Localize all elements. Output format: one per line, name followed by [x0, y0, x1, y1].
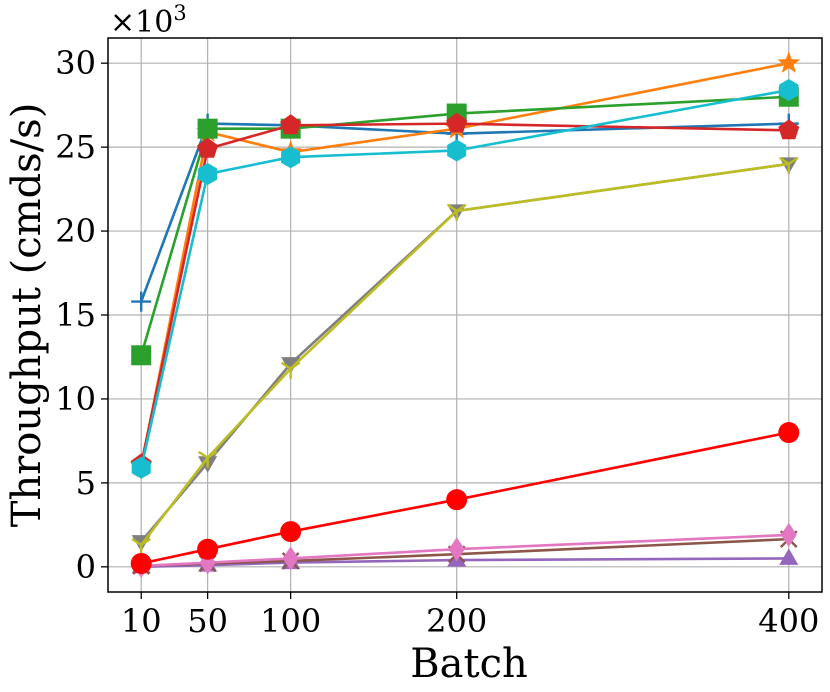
series-cyan — [131, 79, 799, 479]
y-tick-label: 25 — [55, 128, 96, 166]
series-red — [130, 112, 800, 474]
data-point — [280, 521, 302, 543]
series-brown — [132, 530, 798, 575]
data-point — [198, 162, 218, 185]
series-olive-line — [140, 162, 789, 546]
data-point — [778, 119, 800, 140]
x-tick-label: 100 — [260, 602, 321, 640]
series-red-line — [139, 122, 789, 465]
y-tick-label: 20 — [55, 212, 96, 250]
data-point — [448, 537, 465, 562]
data-point — [197, 137, 219, 158]
data-point — [197, 118, 218, 139]
x-tick-label: 50 — [187, 602, 228, 640]
x-tick-label: 400 — [758, 602, 819, 640]
data-point — [447, 139, 467, 162]
data-point — [131, 345, 152, 366]
data-point — [447, 203, 467, 221]
x-tick-label: 200 — [426, 602, 487, 640]
y-tick-label: 5 — [76, 464, 96, 502]
ticks: 10 50 100 200 400 0 5 10 15 20 25 30 — [55, 44, 819, 640]
data-point — [446, 112, 468, 133]
data-point — [281, 357, 301, 374]
data-point — [131, 291, 152, 312]
data-point — [779, 79, 799, 102]
data-point — [281, 146, 301, 169]
data-point — [780, 522, 797, 547]
data-point — [130, 552, 152, 574]
data-point — [280, 361, 301, 379]
data-point — [779, 156, 799, 174]
series-pink — [133, 522, 797, 578]
x-axis-title: Batch — [410, 641, 527, 687]
data-point — [779, 548, 799, 565]
y-tick-label: 30 — [55, 44, 96, 82]
series-olive — [131, 156, 799, 555]
series-bright-red — [130, 422, 800, 574]
x-tick-label: 10 — [121, 602, 162, 640]
y-tick-label: 10 — [55, 380, 96, 418]
data-point — [778, 422, 800, 444]
data-point — [131, 456, 151, 479]
data-point — [197, 450, 218, 468]
data-point — [197, 538, 219, 560]
data-point — [280, 114, 302, 135]
series-green-line — [139, 95, 789, 356]
series-group — [129, 51, 801, 578]
series-gray-line — [140, 162, 789, 543]
data-point — [446, 489, 468, 511]
y-tick-label: 0 — [76, 548, 96, 586]
y-axis-title: Throughput (cmds/s) — [4, 103, 50, 528]
y-multiplier: ×103 — [110, 1, 187, 40]
data-point — [282, 546, 299, 571]
y-tick-label: 15 — [55, 296, 96, 334]
series-gray — [131, 157, 799, 552]
data-point — [777, 51, 801, 73]
